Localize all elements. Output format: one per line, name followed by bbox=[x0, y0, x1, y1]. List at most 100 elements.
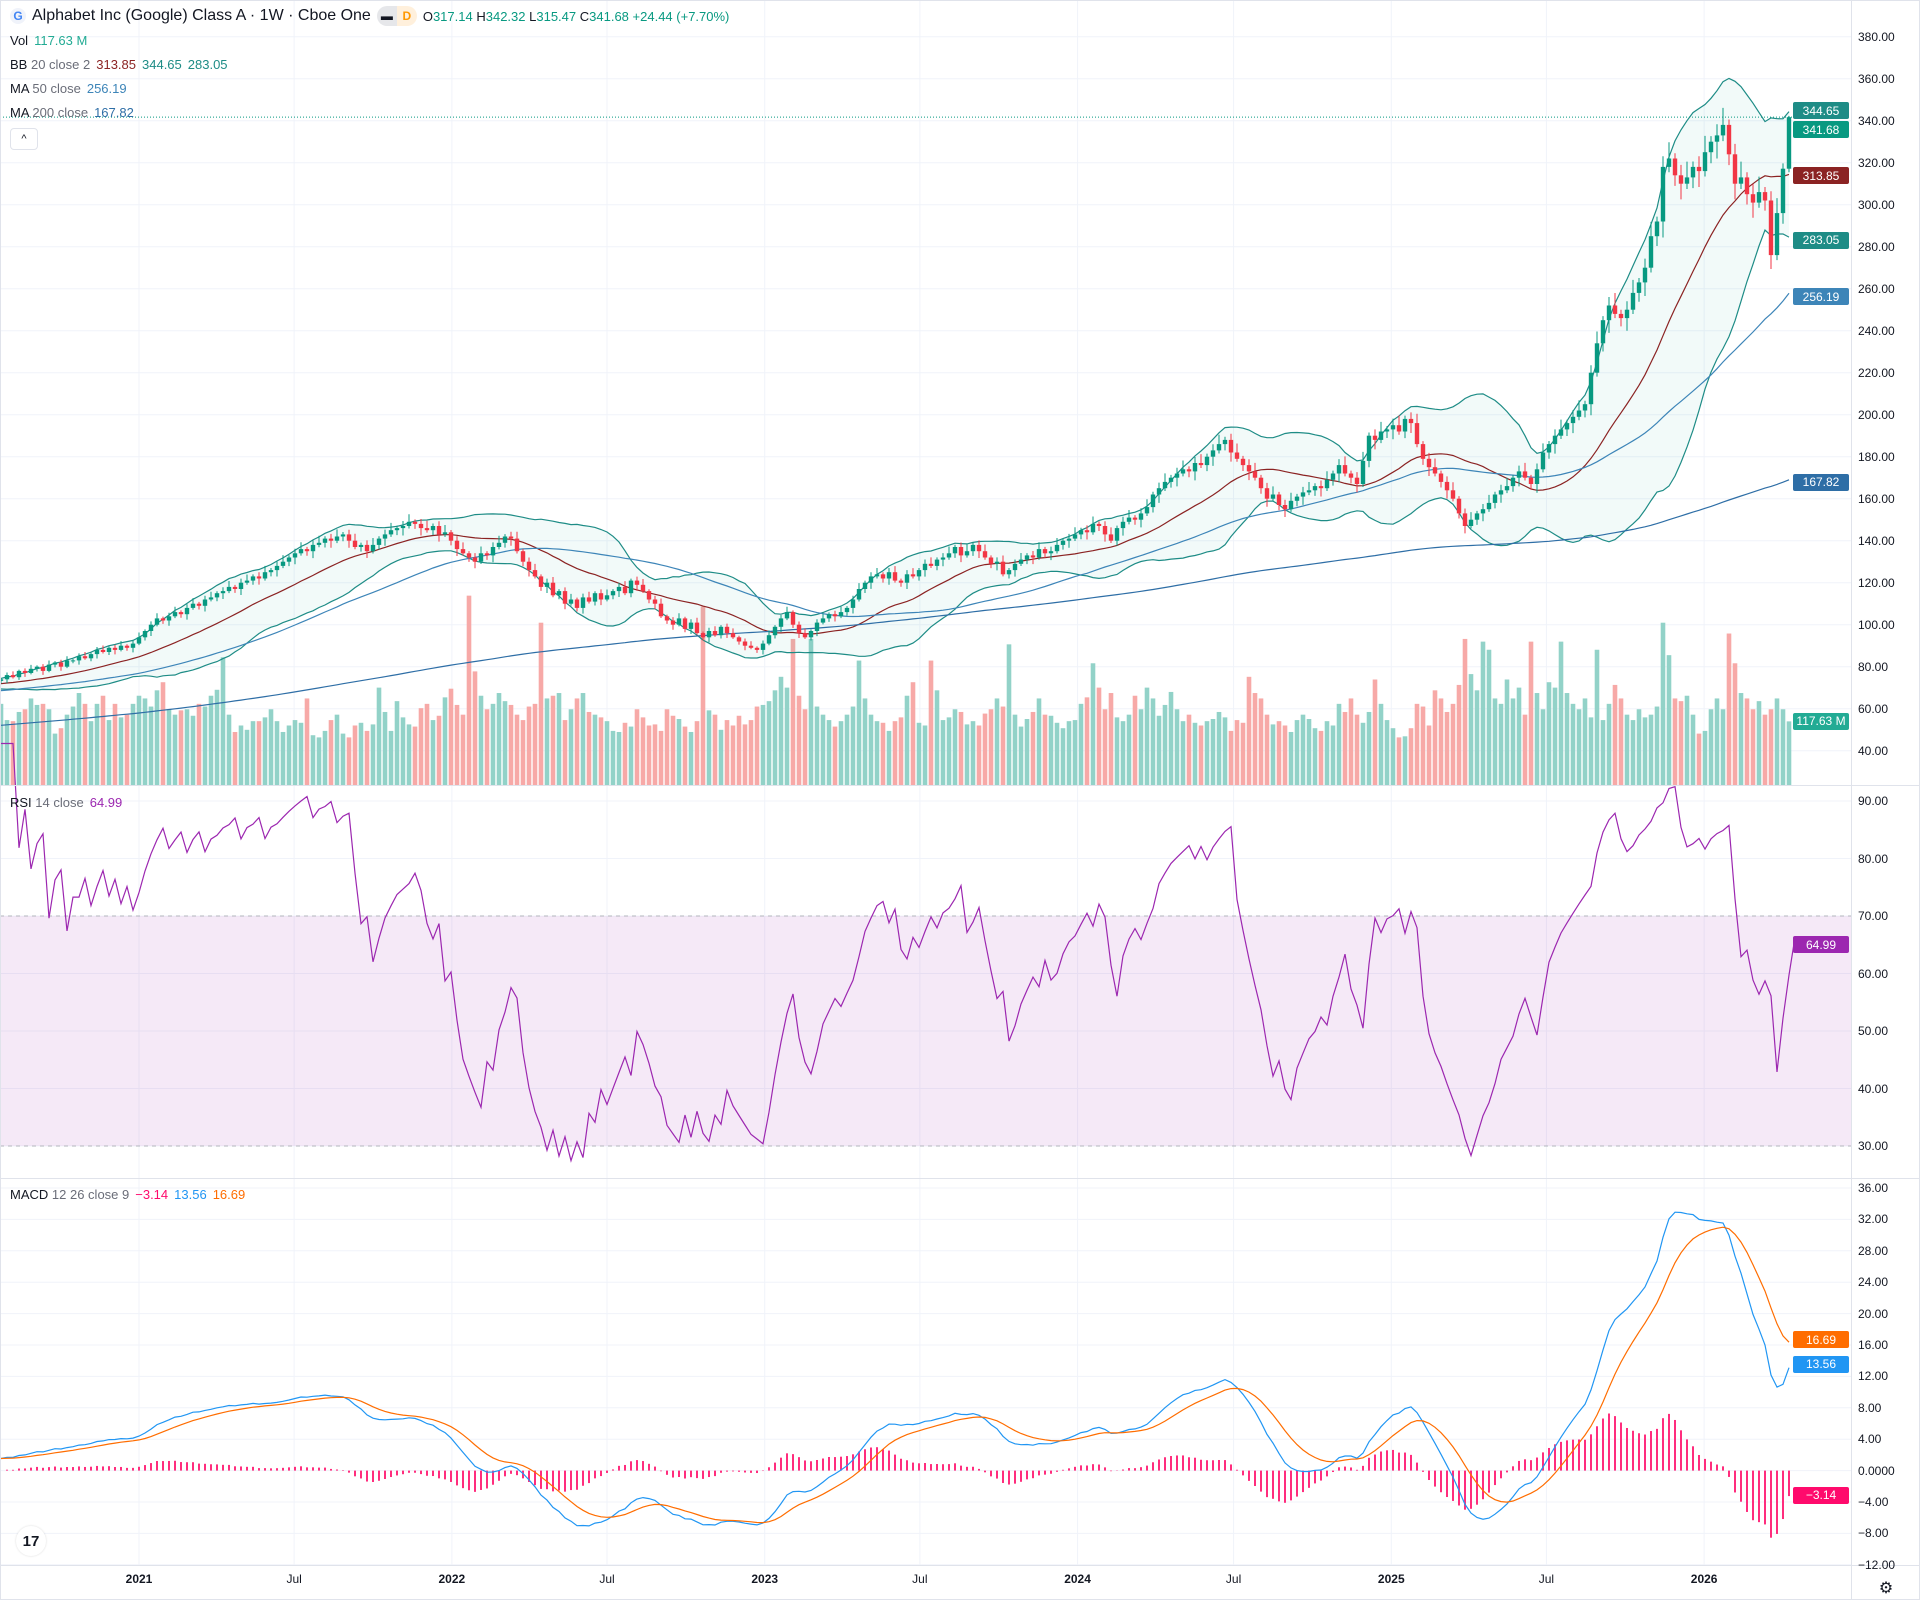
candle-body bbox=[1774, 213, 1780, 256]
volume-bar bbox=[124, 714, 130, 785]
rsi-line bbox=[1, 742, 1796, 1163]
candle bbox=[556, 589, 562, 600]
settings-icon[interactable]: ⚙ bbox=[1876, 1578, 1896, 1598]
volume-legend[interactable]: Vol 117.63 M bbox=[10, 33, 87, 48]
candle bbox=[166, 612, 172, 626]
candle bbox=[1654, 216, 1660, 247]
volume-bar bbox=[664, 709, 670, 785]
volume-bar bbox=[706, 710, 712, 785]
candle-body bbox=[1024, 555, 1030, 560]
candle bbox=[484, 551, 490, 560]
ma200-line bbox=[0, 479, 1790, 726]
candle-body bbox=[1432, 467, 1438, 474]
macd-hist-bar bbox=[624, 1464, 626, 1471]
candle-body bbox=[1132, 517, 1138, 520]
volume-bar bbox=[1450, 703, 1456, 785]
change-value: +24.44 (+7.70%) bbox=[632, 8, 730, 24]
candle-body bbox=[1378, 431, 1384, 440]
candle bbox=[1270, 486, 1276, 502]
volume-bar bbox=[532, 703, 538, 785]
macd-hist-bar bbox=[882, 1449, 884, 1471]
volume-bar bbox=[1234, 720, 1240, 785]
symbol-title[interactable]: Alphabet Inc (Google) Class A · 1W · Cbo… bbox=[32, 7, 371, 24]
candle-body bbox=[832, 614, 838, 617]
candle-body bbox=[376, 538, 382, 545]
macd-hist-bar bbox=[1392, 1449, 1394, 1471]
candle bbox=[1366, 432, 1372, 468]
candle bbox=[1618, 309, 1624, 327]
market-status-badge[interactable]: ▬ D bbox=[376, 6, 417, 26]
volume-bar bbox=[988, 709, 994, 785]
volume-bar bbox=[1240, 722, 1246, 785]
candle-body bbox=[502, 536, 508, 543]
ma50-legend-params: 50 close bbox=[32, 81, 81, 96]
volume-bar bbox=[1006, 644, 1012, 785]
volume-bar bbox=[1174, 709, 1180, 785]
candle-body bbox=[1102, 526, 1108, 535]
candle bbox=[628, 578, 634, 598]
macd-hist-bar bbox=[570, 1470, 572, 1491]
macd-hist-bar bbox=[1770, 1470, 1772, 1538]
candle bbox=[1396, 415, 1402, 435]
candle-body bbox=[1654, 221, 1660, 237]
candle-body bbox=[994, 561, 1000, 564]
candle-body bbox=[52, 662, 58, 665]
candle-body bbox=[1426, 458, 1432, 468]
macd-legend[interactable]: MACD 12 26 close 9 −3.14 13.56 16.69 bbox=[10, 1187, 245, 1202]
candle-body bbox=[178, 612, 184, 615]
volume-bar bbox=[454, 704, 460, 785]
bb-legend[interactable]: BB 20 close 2 313.85 344.65 283.05 bbox=[10, 57, 228, 72]
candle-body bbox=[532, 570, 538, 577]
candle-body bbox=[1330, 473, 1336, 480]
candle bbox=[1000, 555, 1006, 577]
volume-bar bbox=[526, 706, 532, 785]
candle-body bbox=[496, 542, 502, 547]
candle bbox=[1180, 460, 1186, 477]
candle-body bbox=[814, 622, 820, 631]
tradingview-logo[interactable]: 17 bbox=[16, 1526, 46, 1556]
candle bbox=[1162, 473, 1168, 492]
volume-bar bbox=[970, 721, 976, 785]
macd-hist-bar bbox=[744, 1470, 746, 1473]
time-tick-label: 2026 bbox=[1690, 1572, 1718, 1586]
candle bbox=[1024, 553, 1030, 565]
candle bbox=[700, 631, 706, 641]
rsi-legend[interactable]: RSI 14 close 64.99 bbox=[10, 795, 122, 810]
candle-body bbox=[442, 532, 448, 535]
macd-hist-bar bbox=[1662, 1418, 1664, 1471]
macd-hist-bar bbox=[1710, 1461, 1712, 1471]
macd-hist-bar bbox=[156, 1461, 158, 1471]
volume-bar bbox=[682, 726, 688, 785]
candle bbox=[1012, 559, 1018, 577]
volume-bar bbox=[1342, 711, 1348, 785]
macd-hist-bar bbox=[912, 1462, 914, 1471]
collapse-legend-button[interactable]: ^ bbox=[10, 128, 38, 150]
candle-body bbox=[646, 591, 652, 600]
candle bbox=[160, 616, 166, 624]
candle bbox=[1726, 119, 1732, 166]
volume-bar bbox=[1108, 693, 1114, 785]
macd-hist-bar bbox=[18, 1468, 20, 1471]
ma200-legend[interactable]: MA 200 close 167.82 bbox=[10, 105, 134, 120]
macd-hist-bar bbox=[720, 1470, 722, 1473]
candle-body bbox=[652, 599, 658, 604]
volume-bar bbox=[952, 709, 958, 785]
volume-bar bbox=[1522, 714, 1528, 785]
volume-bar bbox=[1756, 701, 1762, 785]
macd-hist-bar bbox=[798, 1457, 800, 1471]
candle-body bbox=[844, 607, 850, 613]
candle bbox=[82, 651, 88, 660]
candle-body bbox=[304, 549, 310, 552]
candle-body bbox=[934, 559, 940, 566]
candle-body bbox=[1156, 488, 1162, 495]
rsi-legend-params: 14 close bbox=[35, 795, 84, 810]
candle bbox=[1114, 525, 1120, 546]
ma50-legend[interactable]: MA 50 close 256.19 bbox=[10, 81, 127, 96]
candle bbox=[4, 672, 10, 684]
candle bbox=[814, 619, 820, 637]
candle bbox=[382, 529, 388, 546]
candle-body bbox=[1624, 309, 1630, 319]
macd-hist-bar bbox=[1398, 1452, 1400, 1471]
